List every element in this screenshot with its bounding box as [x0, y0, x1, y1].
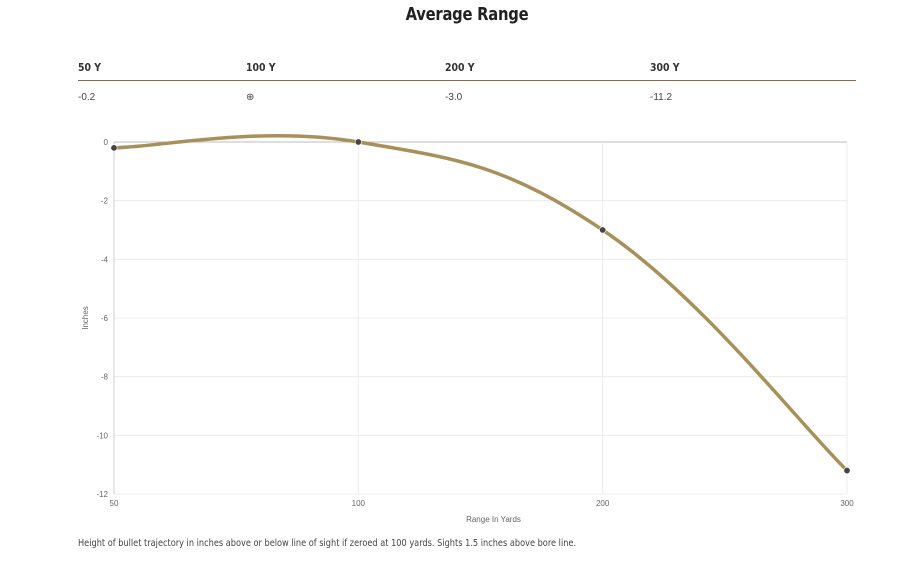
- data-point: [110, 144, 118, 152]
- y-tick-label: -4: [101, 255, 109, 264]
- chart-caption: Height of bullet trajectory in inches ab…: [78, 538, 577, 549]
- range-table-row: -0.2 ⊕ -3.0 -11.2: [78, 81, 856, 103]
- y-tick-label: -10: [96, 431, 108, 440]
- header-200y: 200 Y: [445, 61, 475, 74]
- value-50y: -0.2: [78, 92, 96, 103]
- header-100y: 100 Y: [246, 61, 276, 74]
- crosshair-zero-icon: ⊕: [246, 92, 255, 103]
- y-tick-label: 0: [104, 138, 109, 147]
- header-50y: 50 Y: [78, 61, 102, 74]
- data-point: [354, 138, 362, 146]
- x-tick-label: 300: [840, 499, 854, 508]
- chart-title: Average Range: [405, 4, 529, 25]
- x-tick-label: 50: [110, 499, 119, 508]
- y-tick-label: -6: [101, 314, 109, 323]
- data-point: [599, 226, 607, 234]
- y-tick-label: -12: [96, 490, 108, 499]
- x-axis-title: Range In Yards: [466, 515, 521, 524]
- trajectory-line: [112, 134, 849, 473]
- data-point: [843, 467, 851, 475]
- y-tick-label: -2: [101, 197, 109, 206]
- value-300y: -11.2: [650, 92, 673, 103]
- x-tick-label: 200: [596, 499, 610, 508]
- range-table: 50 Y 100 Y 200 Y 300 Y -0.2 ⊕ -3.0 -11.2: [78, 60, 856, 103]
- range-table-header: 50 Y 100 Y 200 Y 300 Y: [78, 60, 856, 81]
- value-200y: -3.0: [445, 92, 463, 103]
- header-300y: 300 Y: [650, 61, 680, 74]
- y-axis-title: Inches: [81, 306, 90, 330]
- x-tick-label: 100: [352, 499, 366, 508]
- y-tick-label: -8: [101, 373, 109, 382]
